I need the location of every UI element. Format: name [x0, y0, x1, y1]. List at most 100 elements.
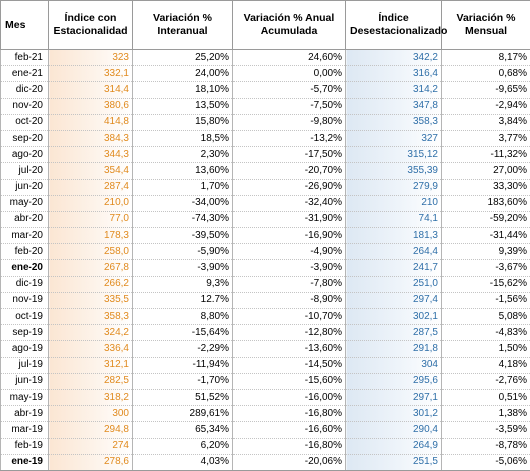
cell-variacion-interanual: 15,80%: [133, 114, 233, 130]
cell-indice-desestacionalizado: 304: [346, 357, 442, 373]
cell-indice-desestacionalizado: 347,8: [346, 98, 442, 114]
cell-variacion-acumulada: -16,60%: [233, 422, 346, 438]
cell-variacion-mensual: 5,08%: [442, 309, 530, 325]
header-variacion-interanual: Variación % Interanual: [133, 1, 233, 50]
header-indice-desestacionalizado-label: Índice Desestacionalizado: [350, 12, 447, 37]
cell-variacion-acumulada: -16,80%: [233, 438, 346, 454]
cell-mes: may-20: [1, 195, 49, 211]
cell-variacion-mensual: -59,20%: [442, 211, 530, 227]
cell-indice-estacionalidad: 267,8: [49, 260, 133, 276]
cell-mes: mar-19: [1, 422, 49, 438]
cell-variacion-mensual: 9,39%: [442, 244, 530, 260]
cell-indice-estacionalidad: 300: [49, 406, 133, 422]
cell-indice-desestacionalizado: 295,6: [346, 373, 442, 389]
cell-indice-desestacionalizado: 74,1: [346, 211, 442, 227]
cell-variacion-interanual: -3,90%: [133, 260, 233, 276]
cell-variacion-acumulada: -7,80%: [233, 276, 346, 292]
cell-mes: ago-20: [1, 147, 49, 163]
cell-variacion-mensual: 0,68%: [442, 66, 530, 82]
cell-indice-estacionalidad: 354,4: [49, 163, 133, 179]
cell-variacion-acumulada: -16,90%: [233, 228, 346, 244]
cell-indice-desestacionalizado: 264,4: [346, 244, 442, 260]
cell-indice-desestacionalizado: 355,39: [346, 163, 442, 179]
cell-indice-desestacionalizado: 316,4: [346, 66, 442, 82]
cell-variacion-interanual: 8,80%: [133, 309, 233, 325]
cell-indice-estacionalidad: 266,2: [49, 276, 133, 292]
cell-variacion-mensual: -5,06%: [442, 454, 530, 470]
cell-variacion-acumulada: -5,70%: [233, 82, 346, 98]
cell-mes: abr-20: [1, 211, 49, 227]
cell-mes: may-19: [1, 389, 49, 405]
cell-mes: jun-20: [1, 179, 49, 195]
cell-indice-desestacionalizado: 327: [346, 130, 442, 146]
cell-mes: dic-20: [1, 82, 49, 98]
cell-variacion-mensual: -9,65%: [442, 82, 530, 98]
cell-variacion-interanual: -1,70%: [133, 373, 233, 389]
cell-variacion-acumulada: -8,90%: [233, 292, 346, 308]
cell-variacion-interanual: 25,20%: [133, 50, 233, 66]
cell-indice-desestacionalizado: 315,12: [346, 147, 442, 163]
cell-variacion-interanual: 18,10%: [133, 82, 233, 98]
cell-mes: ene-19: [1, 454, 49, 470]
cell-indice-desestacionalizado: 290,4: [346, 422, 442, 438]
cell-mes: dic-19: [1, 276, 49, 292]
cell-variacion-acumulada: 24,60%: [233, 50, 346, 66]
cell-variacion-acumulada: -12,80%: [233, 325, 346, 341]
cell-indice-estacionalidad: 324,2: [49, 325, 133, 341]
cell-variacion-interanual: 1,70%: [133, 179, 233, 195]
cell-mes: sep-20: [1, 130, 49, 146]
cell-variacion-acumulada: -26,90%: [233, 179, 346, 195]
cell-indice-estacionalidad: 384,3: [49, 130, 133, 146]
cell-variacion-mensual: -31,44%: [442, 228, 530, 244]
cell-indice-desestacionalizado: 314,2: [346, 82, 442, 98]
cell-variacion-acumulada: -4,90%: [233, 244, 346, 260]
cell-indice-desestacionalizado: 302,1: [346, 309, 442, 325]
cell-variacion-mensual: -4,83%: [442, 325, 530, 341]
cell-variacion-mensual: 1,50%: [442, 341, 530, 357]
cell-variacion-mensual: 3,84%: [442, 114, 530, 130]
cell-indice-estacionalidad: 358,3: [49, 309, 133, 325]
header-row: Mes Índice con Estacionalidad Variación …: [1, 1, 530, 50]
cell-variacion-interanual: -34,00%: [133, 195, 233, 211]
cell-variacion-interanual: 13,50%: [133, 98, 233, 114]
header-indice-estacionalidad: Índice con Estacionalidad: [49, 1, 133, 50]
cell-indice-estacionalidad: 312,1: [49, 357, 133, 373]
cell-variacion-mensual: 3,77%: [442, 130, 530, 146]
cell-indice-desestacionalizado: 301,2: [346, 406, 442, 422]
cell-indice-desestacionalizado: 251,0: [346, 276, 442, 292]
cell-indice-desestacionalizado: 297,1: [346, 389, 442, 405]
cell-variacion-acumulada: -31,90%: [233, 211, 346, 227]
cell-variacion-interanual: 24,00%: [133, 66, 233, 82]
cell-mes: nov-20: [1, 98, 49, 114]
cell-mes: oct-19: [1, 309, 49, 325]
cell-indice-estacionalidad: 336,4: [49, 341, 133, 357]
cell-variacion-interanual: 6,20%: [133, 438, 233, 454]
cell-indice-estacionalidad: 414,8: [49, 114, 133, 130]
cell-variacion-mensual: -3,67%: [442, 260, 530, 276]
cell-variacion-mensual: -1,56%: [442, 292, 530, 308]
cell-indice-estacionalidad: 323: [49, 50, 133, 66]
cell-mes: ene-21: [1, 66, 49, 82]
cell-variacion-interanual: 65,34%: [133, 422, 233, 438]
cell-variacion-mensual: 1,38%: [442, 406, 530, 422]
cell-variacion-acumulada: -20,70%: [233, 163, 346, 179]
cell-mes: feb-20: [1, 244, 49, 260]
cell-variacion-mensual: -3,59%: [442, 422, 530, 438]
cell-mes: feb-21: [1, 50, 49, 66]
cell-variacion-acumulada: -15,60%: [233, 373, 346, 389]
header-mes: Mes: [1, 1, 49, 50]
cell-variacion-interanual: -2,29%: [133, 341, 233, 357]
